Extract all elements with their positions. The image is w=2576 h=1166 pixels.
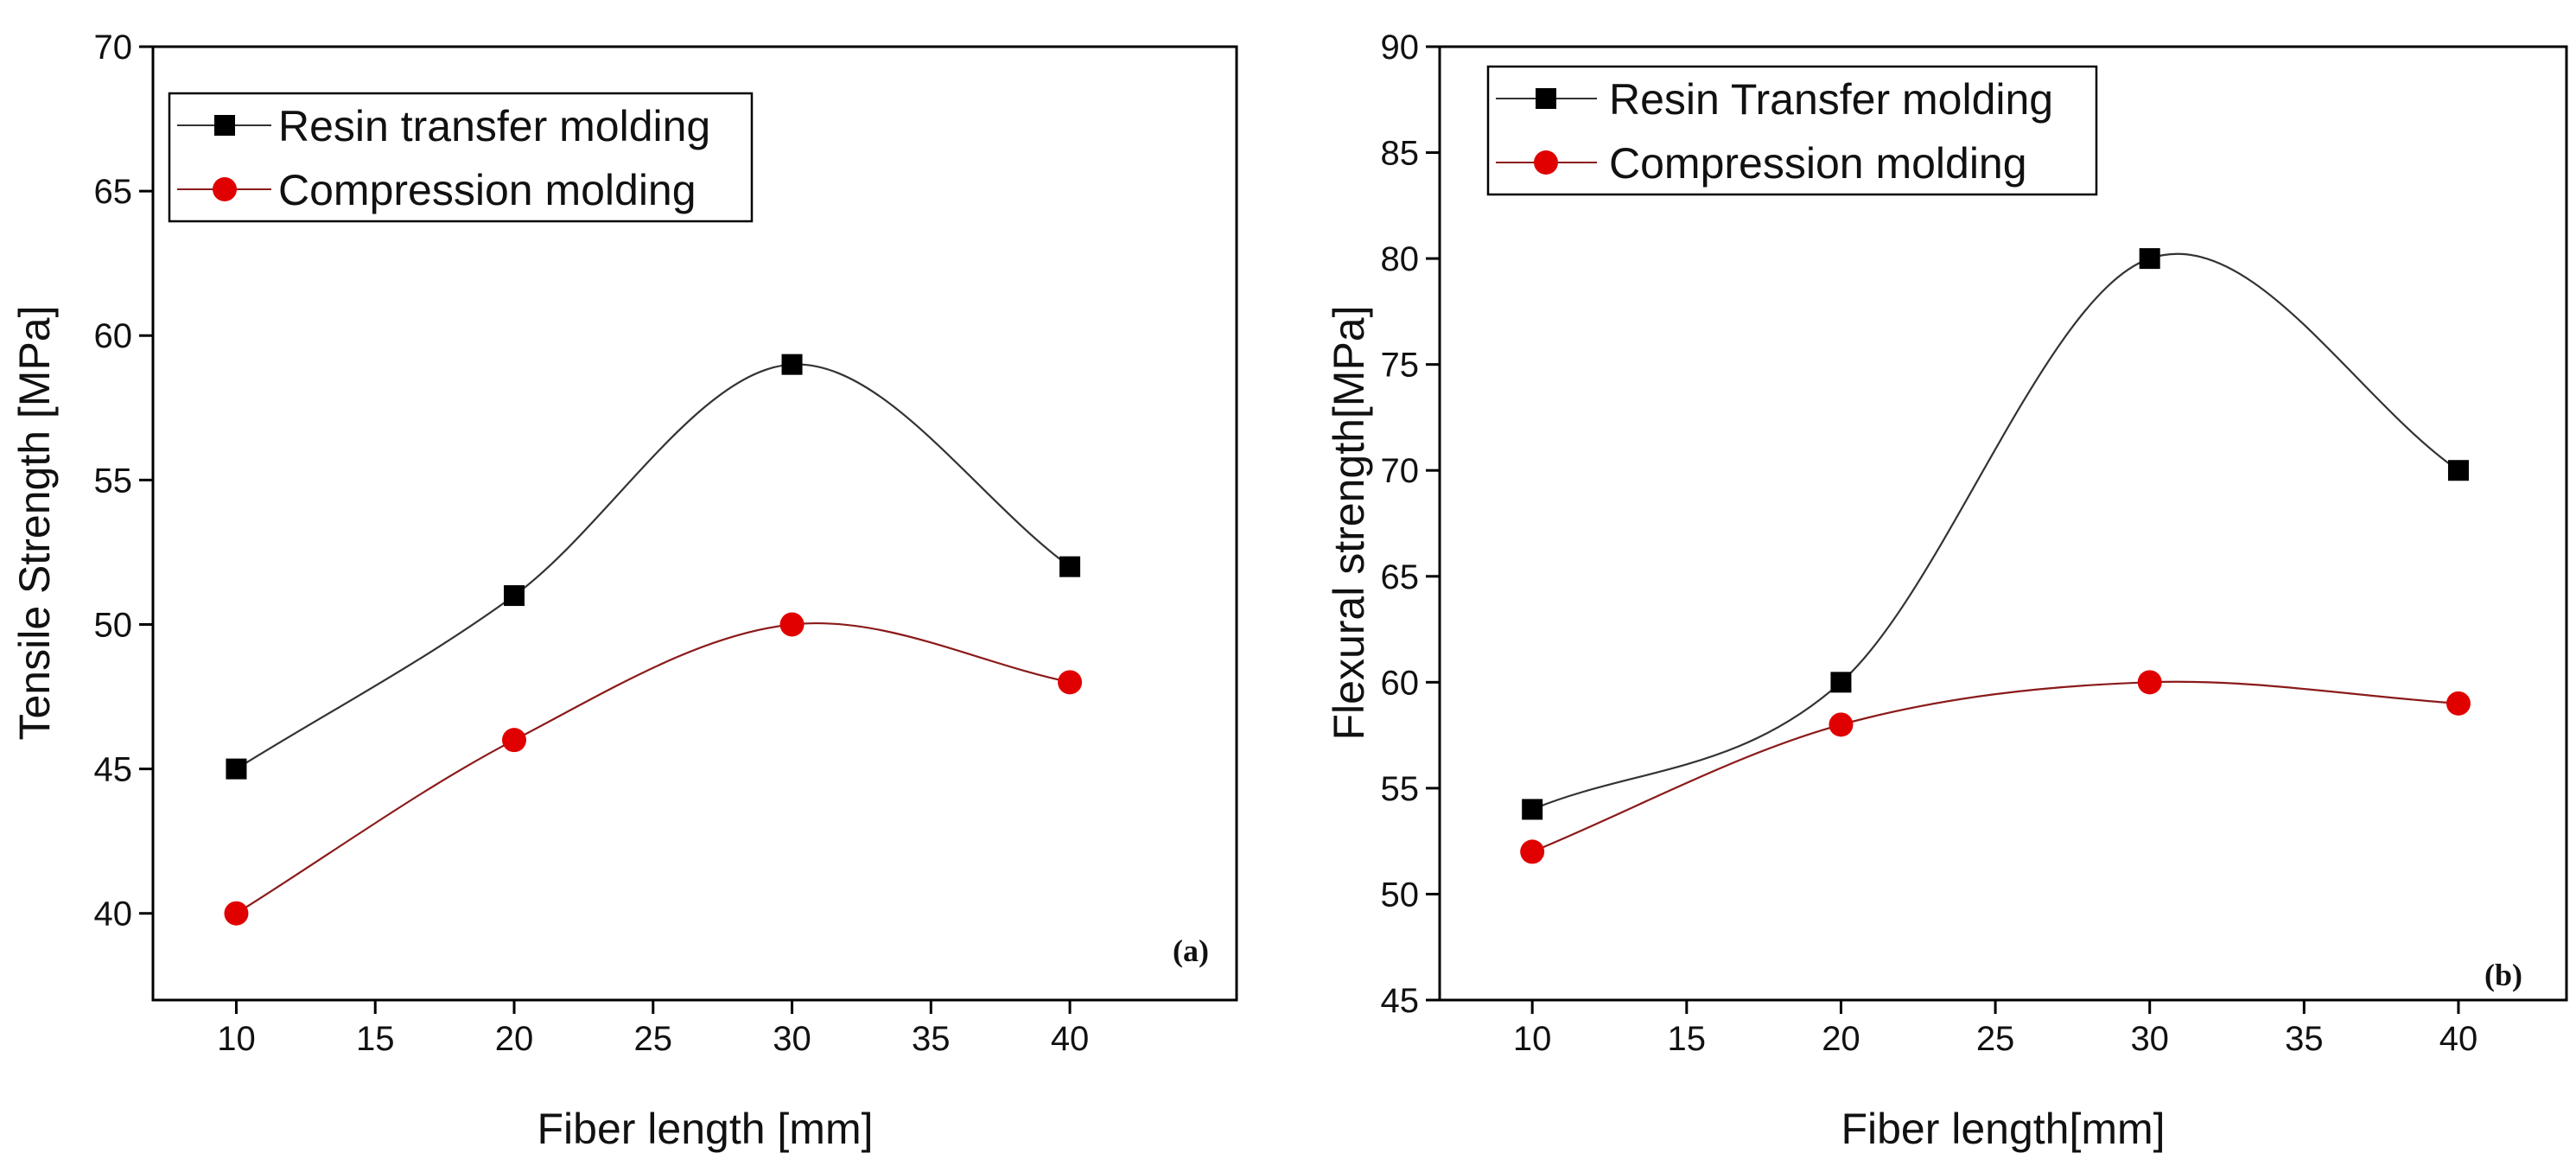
x-ticks-a: 10 15 20 25 30 35 40 <box>217 1000 1089 1058</box>
series-markers-b <box>1520 248 2471 864</box>
x-tick-label: 15 <box>356 1020 395 1058</box>
data-point-square <box>226 758 247 780</box>
legend-b: Resin Transfer molding Compression moldi… <box>1486 65 2098 196</box>
data-point-circle <box>224 901 249 926</box>
series-markers-a <box>224 354 1083 926</box>
series-lines-a <box>235 363 1071 914</box>
y-tick-label: 65 <box>94 173 133 211</box>
y-tick-label: 60 <box>94 317 133 355</box>
y-tick-label: 90 <box>1381 29 1420 67</box>
y-tick-label: 55 <box>94 462 133 500</box>
x-ticks-b: 10 15 20 25 30 35 40 <box>1513 1000 2477 1058</box>
data-point-circle <box>1520 839 1545 864</box>
data-point-square <box>781 354 803 375</box>
y-tick-label: 65 <box>1381 558 1420 596</box>
data-point-circle <box>502 728 526 753</box>
legend-a: Resin transfer molding Compression moldi… <box>168 92 754 223</box>
x-tick-label: 25 <box>634 1020 673 1058</box>
legend-label-a-0: Resin transfer molding <box>278 102 710 150</box>
legend-marker-b-0 <box>1536 88 1556 109</box>
data-point-square <box>2447 460 2469 481</box>
series-line-0 <box>1531 252 2459 811</box>
y-ticks-b: 45 50 55 60 65 70 75 80 85 90 <box>1381 29 1440 1020</box>
legend-box-b <box>1486 65 2098 196</box>
legend-label-b-1: Compression molding <box>1609 139 2027 188</box>
y-ticks-a: 40 45 50 55 60 65 70 <box>94 29 153 933</box>
data-point-square <box>2139 248 2160 270</box>
y-axis-title-b: Flexural strength[MPa] <box>1325 306 1373 741</box>
data-point-square <box>1059 556 1081 577</box>
y-tick-label: 60 <box>1381 664 1420 702</box>
y-tick-label: 50 <box>1381 876 1420 914</box>
data-point-square <box>1830 672 1852 693</box>
x-tick-label: 35 <box>2285 1020 2324 1058</box>
x-tick-label: 15 <box>1668 1020 1707 1058</box>
x-axis-title-a: Fiber length [mm] <box>537 1105 873 1153</box>
x-axis-title-b: Fiber length[mm] <box>1841 1105 2165 1153</box>
y-tick-label: 45 <box>1381 982 1420 1020</box>
y-tick-label: 80 <box>1381 240 1420 278</box>
x-tick-label: 30 <box>2130 1020 2169 1058</box>
data-point-circle <box>1058 670 1083 695</box>
x-tick-label: 20 <box>1822 1020 1860 1058</box>
data-point-square <box>504 585 525 607</box>
panel-label-a: (a) <box>1173 933 1209 968</box>
series-line-1 <box>235 621 1071 914</box>
y-tick-label: 50 <box>94 606 133 644</box>
legend-marker-b-1 <box>1534 150 1558 175</box>
y-tick-label: 40 <box>94 895 133 933</box>
plot-frame-a <box>151 45 1238 1002</box>
panel-label-b: (b) <box>2484 958 2522 992</box>
x-tick-label: 40 <box>2439 1020 2478 1058</box>
legend-marker-a-0 <box>214 115 235 136</box>
y-tick-label: 45 <box>94 751 133 789</box>
x-tick-label: 20 <box>495 1020 534 1058</box>
series-line-1 <box>1531 680 2459 853</box>
legend-marker-a-1 <box>213 177 237 201</box>
data-point-square <box>1522 799 1543 820</box>
legend-label-b-0: Resin Transfer molding <box>1609 75 2053 124</box>
plot-frame-b <box>1438 45 2568 1002</box>
legend-box-a <box>168 92 754 223</box>
y-tick-label: 55 <box>1381 770 1420 808</box>
x-tick-label: 40 <box>1051 1020 1090 1058</box>
y-axis-title-a: Tensile Strength [MPa] <box>10 305 59 740</box>
y-tick-label: 70 <box>1381 452 1420 490</box>
data-point-circle <box>2446 691 2471 716</box>
series-lines-b <box>1531 252 2459 853</box>
data-point-circle <box>779 612 805 637</box>
x-tick-label: 10 <box>1513 1020 1552 1058</box>
series-line-0 <box>235 363 1071 770</box>
y-tick-label: 75 <box>1381 347 1420 385</box>
y-tick-label: 70 <box>94 29 133 67</box>
legend-label-a-1: Compression molding <box>278 166 696 214</box>
x-tick-label: 35 <box>912 1020 951 1058</box>
chart-panel-a: 10 15 20 25 30 35 40 40 45 50 55 60 65 70 Resin tran… <box>10 29 1238 1153</box>
data-point-circle <box>1829 712 1854 737</box>
x-tick-label: 10 <box>217 1020 256 1058</box>
data-point-circle <box>2137 670 2162 695</box>
x-tick-label: 30 <box>773 1020 811 1058</box>
chart-panel-b: 10 15 20 25 30 35 40 45 50 55 60 65 70 75 80 85 90 Resi… <box>1325 29 2568 1153</box>
x-tick-label: 25 <box>1976 1020 2015 1058</box>
y-tick-label: 85 <box>1381 135 1420 173</box>
